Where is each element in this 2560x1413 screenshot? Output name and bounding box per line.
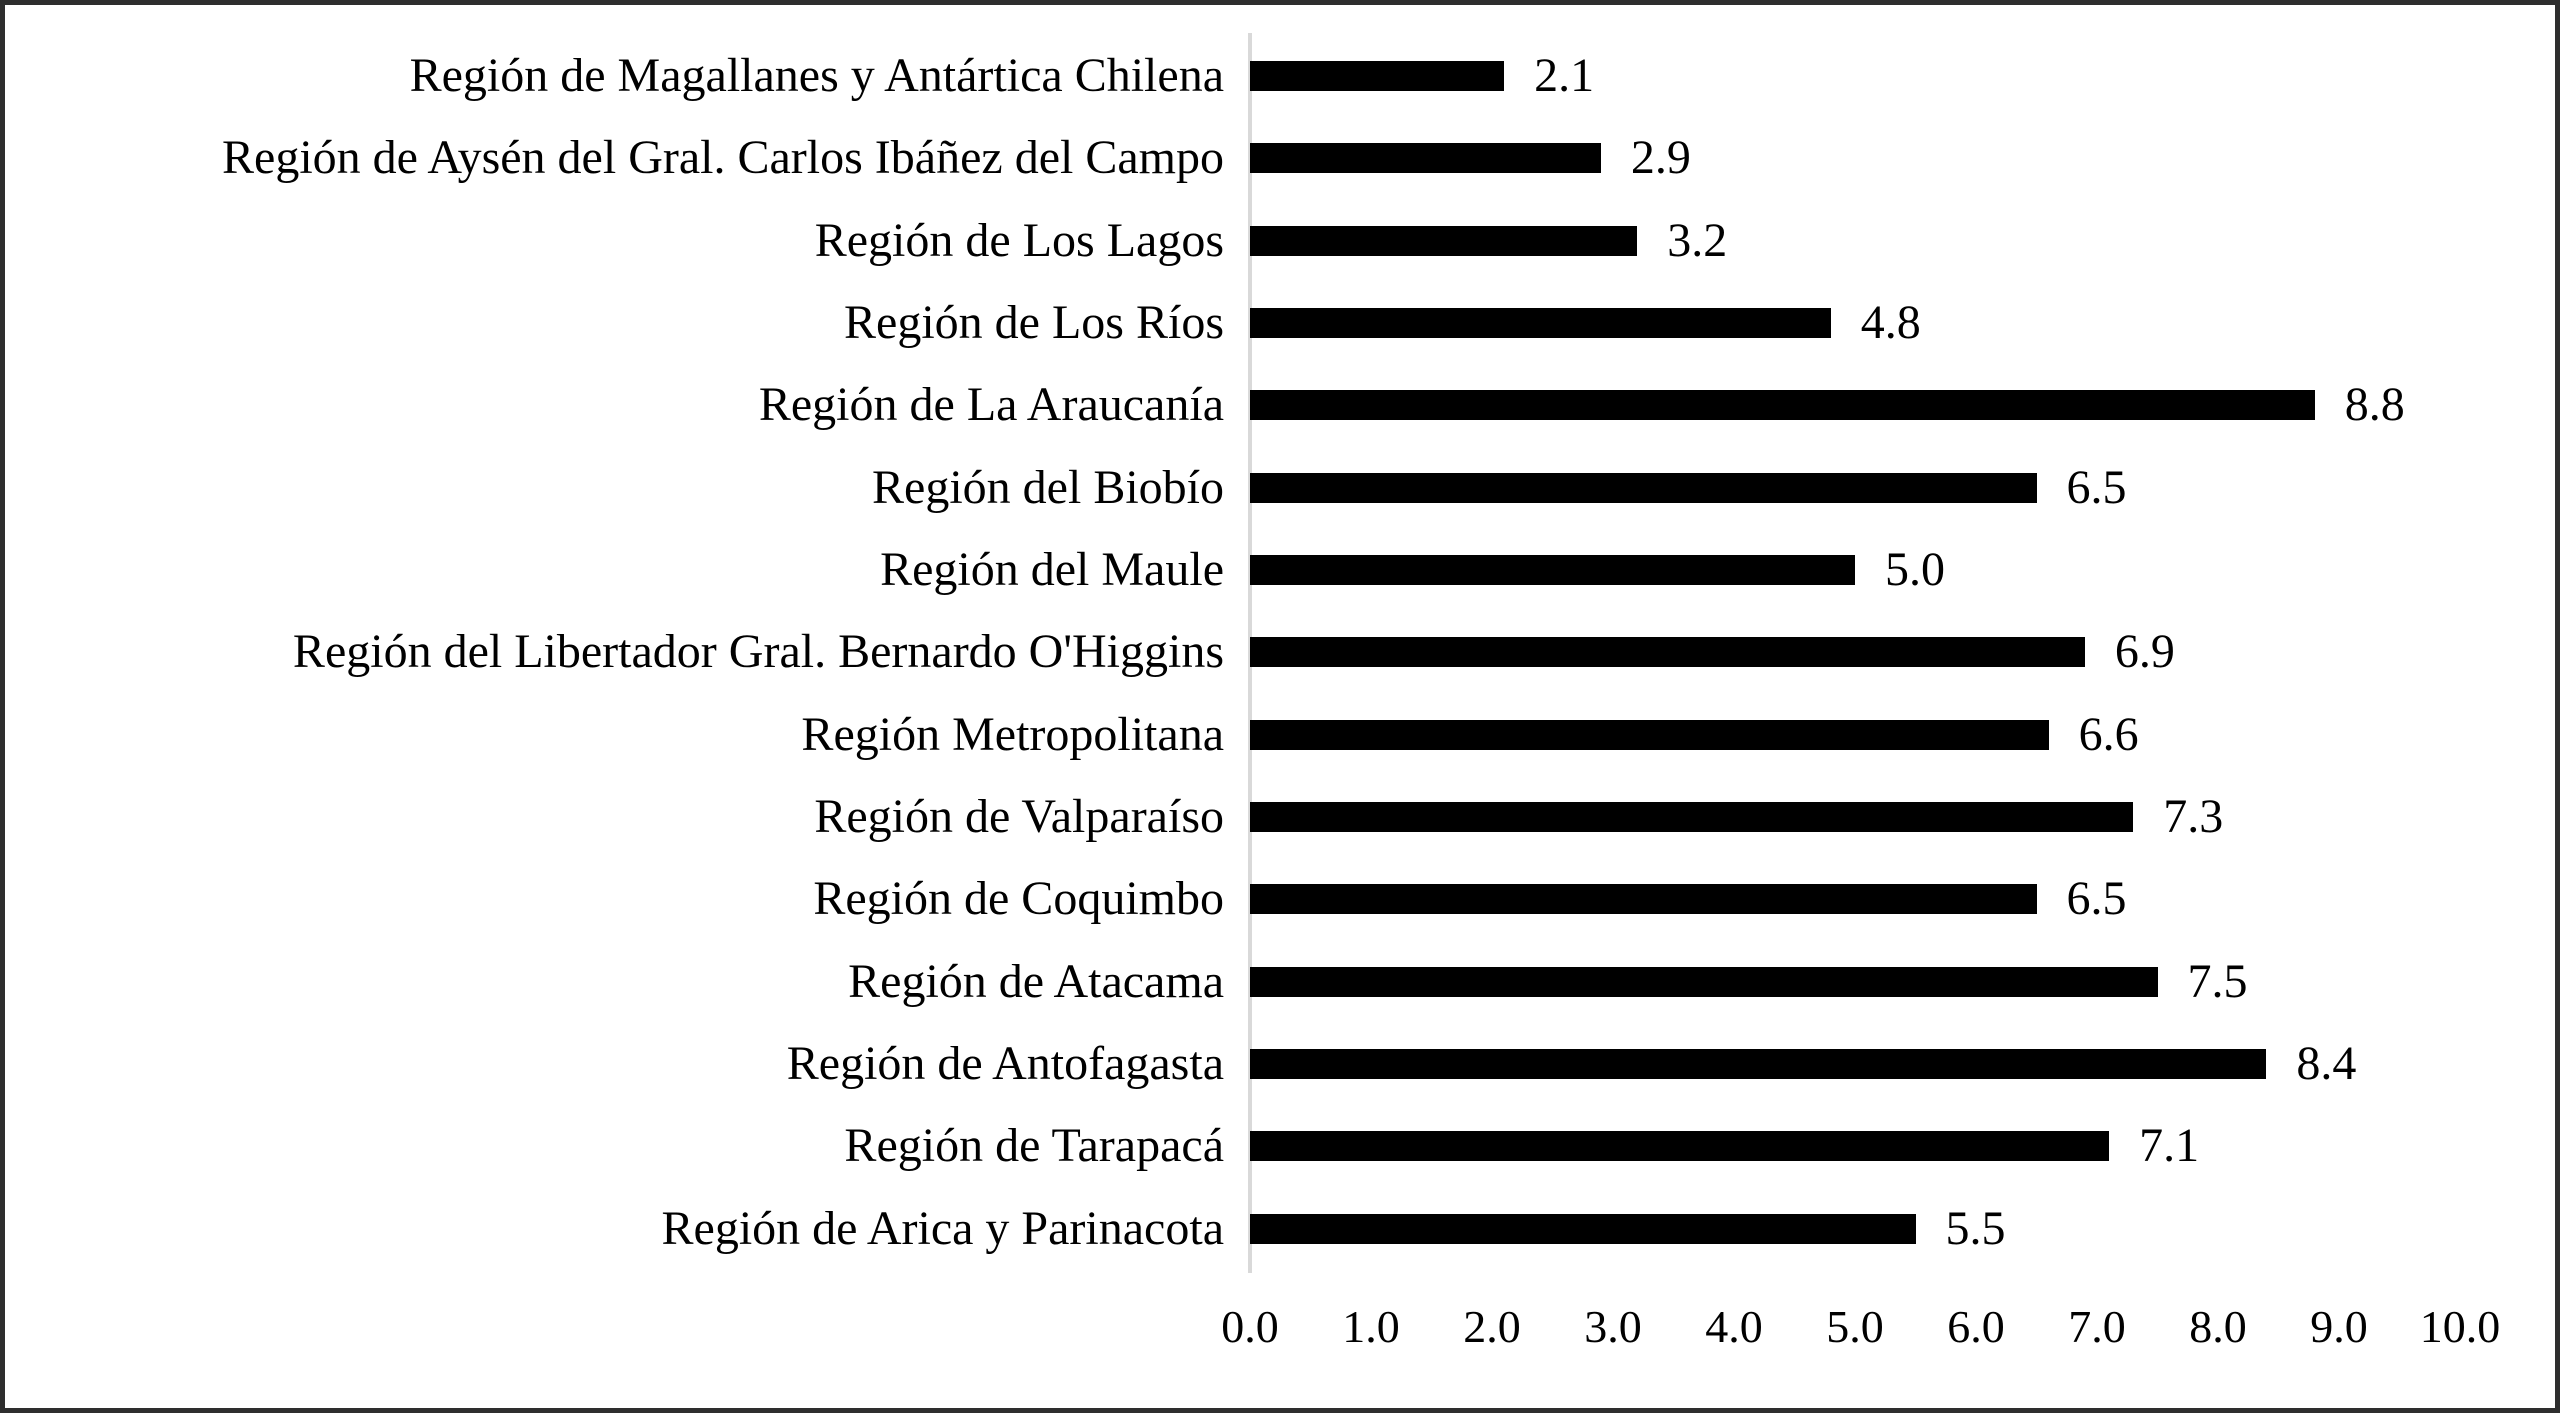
bar-track: 6.9	[1250, 611, 2460, 693]
bar-row: Región Metropolitana 6.6	[5, 694, 2555, 776]
bar	[1250, 390, 2315, 421]
value-label: 6.5	[2066, 460, 2127, 514]
bar-track: 7.3	[1250, 776, 2460, 858]
category-label: Región de Coquimbo	[813, 872, 1224, 926]
value-label: 8.4	[2296, 1037, 2357, 1091]
bar-track: 2.9	[1250, 117, 2460, 199]
value-label: 3.2	[1667, 213, 1728, 267]
x-tick-label: 10.0	[2419, 1301, 2501, 1352]
bar-row: Región de Coquimbo 6.5	[5, 858, 2555, 940]
bar-row: Región del Biobío 6.5	[5, 447, 2555, 529]
category-label: Región del Libertador Gral. Bernardo O'H…	[292, 625, 1224, 679]
bar-row: Región de Los Ríos 4.8	[5, 282, 2555, 364]
bar	[1250, 719, 2049, 750]
bar-track: 6.6	[1250, 694, 2460, 776]
category-label: Región de La Araucanía	[758, 378, 1224, 432]
bar-row: Región de Antofagasta 8.4	[5, 1023, 2555, 1105]
category-label: Región del Biobío	[872, 460, 1224, 514]
value-label: 7.3	[2163, 790, 2224, 844]
bar-row: Región de Valparaíso 7.3	[5, 776, 2555, 858]
category-label: Región de Magallanes y Antártica Chilena	[409, 49, 1224, 103]
bar	[1250, 61, 1505, 92]
category-label: Región de Atacama	[848, 954, 1224, 1008]
value-label: 8.8	[2344, 378, 2405, 432]
value-label: 7.5	[2187, 954, 2248, 1008]
value-label: 6.6	[2078, 707, 2139, 761]
bar-track: 8.8	[1250, 364, 2460, 446]
category-label: Región de Valparaíso	[814, 790, 1224, 844]
bar	[1250, 143, 1601, 174]
value-label: 6.9	[2114, 625, 2175, 679]
value-label: 6.5	[2066, 872, 2127, 926]
bar-row: Región de Los Lagos 3.2	[5, 200, 2555, 282]
category-label: Región Metropolitana	[801, 707, 1224, 761]
bar	[1250, 966, 2158, 997]
bar-track: 5.5	[1250, 1188, 2460, 1270]
value-label: 7.1	[2139, 1119, 2200, 1173]
bar	[1250, 555, 1855, 586]
category-label: Región de Arica y Parinacota	[661, 1201, 1224, 1255]
x-tick-label: 0.0	[1221, 1301, 1279, 1352]
bar-row: Región de La Araucanía 8.8	[5, 364, 2555, 446]
bar-row: Región de Tarapacá 7.1	[5, 1105, 2555, 1187]
value-label: 5.0	[1885, 543, 1945, 597]
bar-track: 6.5	[1250, 858, 2460, 940]
bar-track: 4.8	[1250, 282, 2460, 364]
category-label: Región del Maule	[880, 543, 1224, 597]
bar-row: Región de Atacama 7.5	[5, 941, 2555, 1023]
bar	[1250, 1213, 1916, 1244]
bar-track: 3.2	[1250, 200, 2460, 282]
category-label: Región de Aysén del Gral. Carlos Ibáñez …	[222, 131, 1224, 185]
bar	[1250, 884, 2037, 915]
bar-chart: Región de Magallanes y Antártica Chilena…	[5, 35, 2555, 1270]
bar-track: 6.5	[1250, 447, 2460, 529]
x-tick-label: 8.0	[2189, 1301, 2247, 1352]
category-label: Región de Tarapacá	[844, 1119, 1224, 1173]
bar	[1250, 637, 2085, 668]
bar-track: 7.1	[1250, 1105, 2460, 1187]
bar-track: 5.0	[1250, 529, 2460, 611]
bar-row: Región de Arica y Parinacota 5.5	[5, 1188, 2555, 1270]
bar-row: Región de Magallanes y Antártica Chilena…	[5, 35, 2555, 117]
category-label: Región de Antofagasta	[786, 1037, 1224, 1091]
bar	[1250, 472, 2037, 503]
value-label: 5.5	[1945, 1201, 2006, 1255]
value-label: 2.1	[1534, 49, 1595, 103]
x-tick-label: 1.0	[1342, 1301, 1400, 1352]
bar	[1250, 802, 2134, 833]
category-label: Región de Los Lagos	[814, 213, 1224, 267]
x-tick-label: 5.0	[1826, 1301, 1884, 1352]
x-tick-label: 4.0	[1705, 1301, 1763, 1352]
bar	[1250, 225, 1638, 256]
x-tick-label: 9.0	[2310, 1301, 2368, 1352]
bar-row: Región del Maule 5.0	[5, 529, 2555, 611]
bar	[1250, 308, 1831, 339]
bar-track: 8.4	[1250, 1023, 2460, 1105]
value-label: 4.8	[1860, 296, 1921, 350]
bar-row: Región del Libertador Gral. Bernardo O'H…	[5, 611, 2555, 693]
category-label: Región de Los Ríos	[844, 296, 1224, 350]
x-tick-label: 7.0	[2068, 1301, 2126, 1352]
bar	[1250, 1049, 2267, 1080]
x-tick-label: 3.0	[1584, 1301, 1642, 1352]
x-axis: 0.0 1.0 2.0 3.0 4.0 5.0 6.0 7.0 8.0 9.0 10.0	[1221, 1299, 2500, 1355]
bar-row: Región de Aysén del Gral. Carlos Ibáñez …	[5, 117, 2555, 199]
value-label: 2.9	[1630, 131, 1691, 185]
bar	[1250, 1131, 2110, 1162]
x-tick-label: 6.0	[1947, 1301, 2005, 1352]
bar-track: 2.1	[1250, 35, 2460, 117]
x-tick-label: 2.0	[1463, 1301, 1521, 1352]
bar-track: 7.5	[1250, 941, 2460, 1023]
